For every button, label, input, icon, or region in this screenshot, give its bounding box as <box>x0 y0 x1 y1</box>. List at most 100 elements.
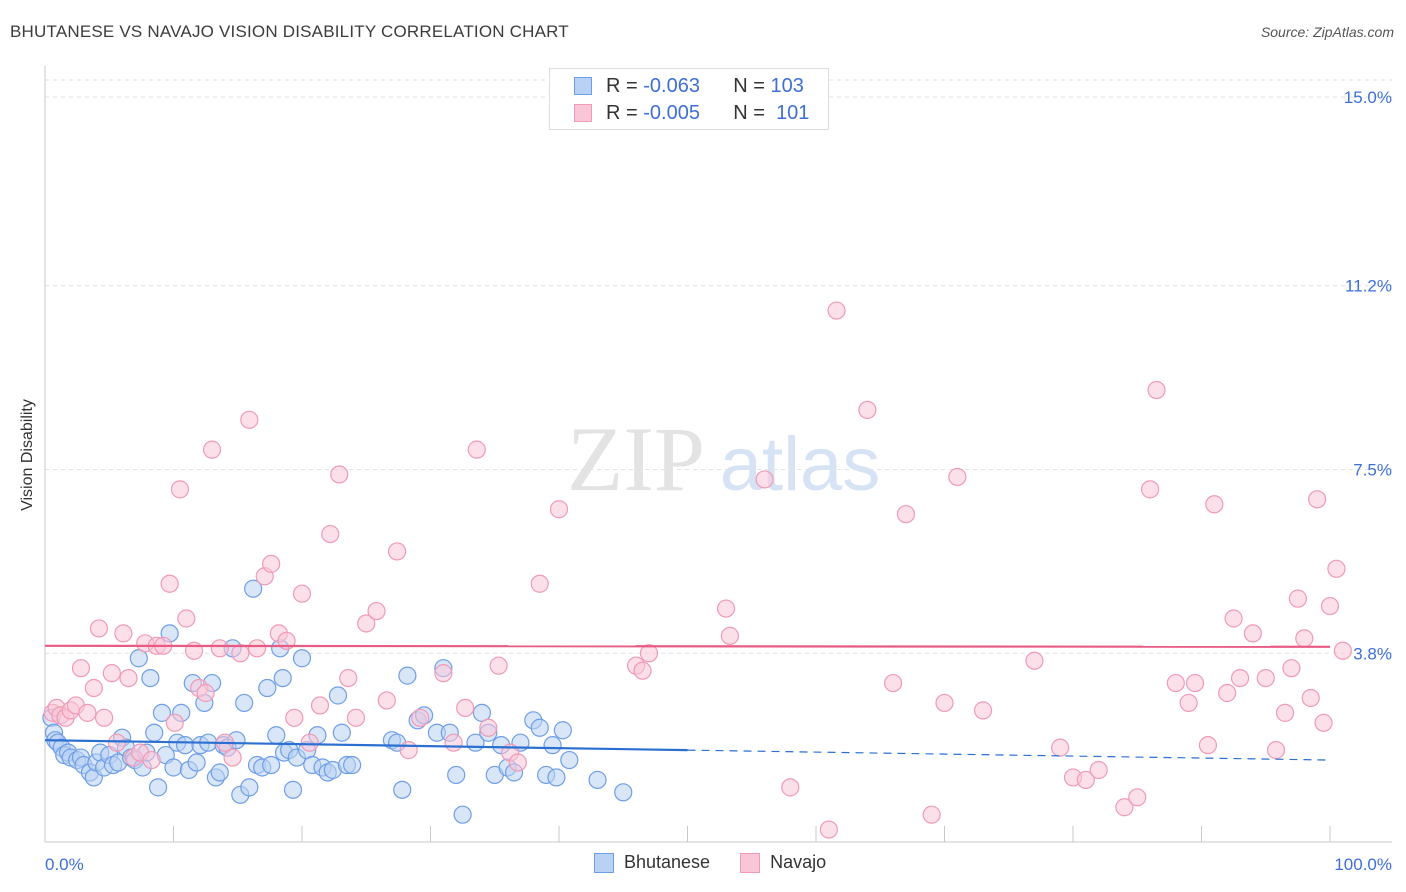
navajo-point <box>973 701 993 720</box>
series-legend: Bhutanese Navajo <box>594 852 856 873</box>
navajo-n-value: 101 <box>776 101 810 124</box>
y-tick-label: 3.8% <box>1353 644 1392 663</box>
navajo-point <box>1185 673 1205 693</box>
navajo-point <box>223 748 242 767</box>
bhutanese-point <box>614 783 633 802</box>
navajo-point <box>357 614 376 633</box>
navajo-point <box>1128 788 1147 807</box>
navajo-point <box>1115 798 1134 817</box>
navajo-point <box>1282 659 1301 678</box>
navajo-point <box>456 698 475 718</box>
navajo-point <box>1301 688 1320 708</box>
navajo-point <box>170 480 190 499</box>
legend-item-navajo[interactable]: Navajo <box>740 852 826 873</box>
legend-row-navajo: R = -0.005 N = 101 <box>574 101 809 125</box>
navajo-point <box>285 708 304 727</box>
bhutanese-point <box>141 668 160 688</box>
navajo-point <box>827 301 846 320</box>
navajo-point <box>883 673 903 693</box>
r-label: R = <box>606 74 638 97</box>
navajo-point <box>196 683 215 703</box>
navajo-point <box>1166 673 1185 693</box>
navajo-swatch <box>574 104 592 122</box>
navajo-point <box>819 820 838 839</box>
bhutanese-n-value: 103 <box>770 74 804 97</box>
navajo-point <box>1333 641 1352 660</box>
navajo-point <box>434 664 453 683</box>
navajo-point <box>78 703 97 722</box>
navajo-point <box>310 696 330 715</box>
navajo-point <box>202 440 222 459</box>
navajo-point <box>89 619 109 638</box>
correlation-legend: R = -0.063 N = 103 R = -0.005 N = 101 <box>549 68 829 130</box>
navajo-point <box>1205 495 1224 514</box>
navajo-point <box>467 440 486 459</box>
bhutanese-point <box>453 805 472 824</box>
navajo-point <box>377 691 396 710</box>
bhutanese-point <box>235 693 254 713</box>
bhutanese-point <box>283 780 303 799</box>
bhutanese-point <box>262 755 281 775</box>
navajo-point <box>1198 736 1218 755</box>
navajo-point <box>1275 703 1295 722</box>
navajo-legend-label: Navajo <box>770 852 827 872</box>
navajo-point <box>240 410 259 429</box>
navajo-point <box>107 733 127 752</box>
chart-source: Source: ZipAtlas.com <box>1260 24 1394 40</box>
navajo-point <box>1288 589 1307 608</box>
navajo-point <box>1147 380 1166 400</box>
navajo-point <box>160 574 179 593</box>
navajo-point <box>1320 596 1340 616</box>
navajo-point <box>1256 668 1275 688</box>
watermark-zip: ZIP <box>567 408 705 510</box>
bhutanese-point <box>273 668 292 688</box>
navajo-point <box>231 644 250 663</box>
navajo-point <box>858 400 877 419</box>
bhutanese-point <box>447 765 466 785</box>
navajo-point <box>935 693 954 713</box>
navajo-point <box>210 639 229 658</box>
bhutanese-point <box>553 721 572 740</box>
navajo-point <box>1179 693 1198 713</box>
navajo-point <box>922 805 941 824</box>
y-tick-label: 15.0% <box>1344 88 1392 107</box>
n-label: N = <box>733 101 765 124</box>
bhutanese-point <box>258 678 277 698</box>
navajo-r-value: -0.005 <box>643 101 700 124</box>
navajo-point <box>1295 629 1314 648</box>
bhutanese-point <box>187 753 206 772</box>
navajo-point <box>755 470 774 489</box>
navajo-point <box>508 753 527 772</box>
bhutanese-point <box>560 750 579 770</box>
navajo-point <box>262 554 281 573</box>
navajo-point <box>1218 683 1237 703</box>
navajo-trend-line <box>44 644 1331 648</box>
chart-title: BHUTANESE VS NAVAJO VISION DISABILITY CO… <box>10 22 569 41</box>
navajo-point <box>247 639 267 658</box>
watermark-atlas: atlas <box>720 422 881 507</box>
bhutanese-point <box>148 778 168 797</box>
navajo-point <box>387 542 407 561</box>
navajo-point <box>530 574 549 593</box>
navajo-point <box>1025 651 1044 670</box>
navajo-point <box>1314 713 1333 732</box>
n-label: N = <box>733 74 765 97</box>
navajo-point <box>716 599 736 618</box>
navajo-point <box>165 713 184 732</box>
bhutanese-trend-extension <box>687 749 1331 761</box>
navajo-point <box>177 609 196 628</box>
navajo-point <box>84 678 103 698</box>
bhutanese-legend-swatch <box>594 852 614 873</box>
bhutanese-point <box>175 736 195 755</box>
navajo-point <box>781 778 800 797</box>
bhutanese-point <box>292 649 312 668</box>
navajo-point <box>1243 624 1263 643</box>
bhutanese-point <box>240 778 259 797</box>
navajo-point <box>102 664 121 683</box>
legend-item-bhutanese[interactable]: Bhutanese <box>594 852 710 873</box>
navajo-point <box>1076 770 1095 790</box>
navajo-point <box>1224 609 1243 628</box>
navajo-point <box>948 467 967 487</box>
navajo-point <box>479 718 498 737</box>
